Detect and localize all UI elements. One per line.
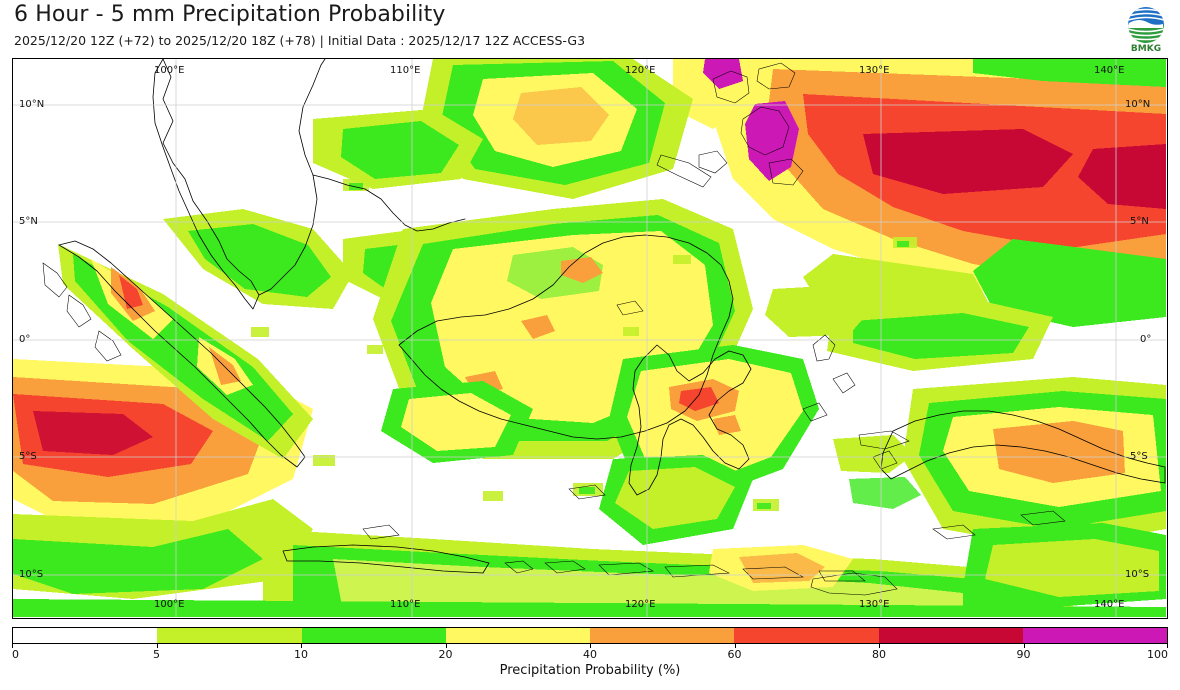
precipitation-probability-field bbox=[13, 59, 1167, 618]
colorbar-ticklabel: 80 bbox=[872, 648, 886, 661]
lon-label-top-120e: 120°E bbox=[625, 65, 656, 76]
colorbar-segment-0-5 bbox=[13, 628, 158, 643]
map-panel[interactable]: 100°E 110°E 120°E 130°E 140°E 100°E 110°… bbox=[12, 58, 1168, 619]
colorbar-tickmark bbox=[734, 644, 736, 648]
colorbar-ticklabel: 5 bbox=[153, 648, 160, 661]
colorbar-tickmark bbox=[1167, 644, 1168, 648]
colorbar-ticklabel: 100 bbox=[1147, 648, 1168, 661]
colorbar-segment-10-20 bbox=[301, 628, 446, 643]
axis-labels: 100°E 110°E 120°E 130°E 140°E 100°E 110°… bbox=[13, 59, 1167, 618]
page-subtitle: 2025/12/20 12Z (+72) to 2025/12/20 18Z (… bbox=[14, 33, 586, 48]
lat-label-left-10s: 10°S bbox=[19, 569, 44, 580]
colorbar-segment-80-90 bbox=[878, 628, 1023, 643]
colorbar-tickmark bbox=[1023, 644, 1025, 648]
lon-label-top-100e: 100°E bbox=[154, 65, 185, 76]
lon-label-bottom-140e: 140°E bbox=[1094, 599, 1125, 610]
lon-label-bottom-110e: 110°E bbox=[390, 599, 421, 610]
lat-label-right-0: 0° bbox=[1140, 334, 1152, 345]
colorbar-ticklabel: 20 bbox=[438, 648, 453, 661]
colorbar-segment-60-80 bbox=[734, 628, 879, 643]
colorbar-ticklabel: 60 bbox=[727, 648, 742, 661]
colorbar-tickmark bbox=[12, 644, 13, 648]
colorbar-tickmark bbox=[156, 644, 158, 648]
lat-label-right-5s: 5°S bbox=[1130, 451, 1148, 462]
page-title: 6 Hour - 5 mm Precipitation Probability bbox=[14, 2, 446, 27]
colorbar-segment-5-10 bbox=[157, 628, 302, 643]
lon-label-bottom-130e: 130°E bbox=[859, 599, 890, 610]
colorbar-ticks: 0 5 10 20 40 60 80 90 100 bbox=[12, 644, 1168, 661]
colorbar[interactable] bbox=[12, 627, 1168, 644]
colorbar-axis-label: Precipitation Probability (%) bbox=[0, 663, 1180, 678]
colorbar-tickmark bbox=[590, 644, 591, 648]
header: 6 Hour - 5 mm Precipitation Probability … bbox=[0, 0, 1180, 56]
colorbar-axis-label-text: Precipitation Probability (%) bbox=[499, 663, 681, 678]
colorbar-ticklabel: 90 bbox=[1016, 648, 1031, 661]
lon-label-bottom-120e: 120°E bbox=[625, 599, 656, 610]
colorbar-segment-20-40 bbox=[445, 628, 590, 643]
colorbar-ticklabel: 40 bbox=[583, 648, 597, 661]
colorbar-tickmark bbox=[879, 644, 880, 648]
lat-label-right-10n: 10°N bbox=[1125, 99, 1151, 110]
lat-label-right-5n: 5°N bbox=[1130, 216, 1149, 227]
lat-label-left-5s: 5°S bbox=[19, 451, 37, 462]
graticule bbox=[13, 59, 1167, 618]
lat-label-left-5n: 5°N bbox=[19, 216, 38, 227]
colorbar-segment-90-100 bbox=[1022, 628, 1167, 643]
lon-label-top-110e: 110°E bbox=[390, 65, 421, 76]
colorbar-segment-40-60 bbox=[590, 628, 735, 643]
lon-label-top-140e: 140°E bbox=[1094, 65, 1125, 76]
colorbar-tickmark bbox=[445, 644, 447, 648]
lon-label-bottom-100e: 100°E bbox=[154, 599, 185, 610]
colorbar-ticklabel: 10 bbox=[294, 648, 308, 661]
svg-text:BMKG: BMKG bbox=[1131, 44, 1161, 54]
lon-label-top-130e: 130°E bbox=[859, 65, 890, 76]
lat-label-left-0: 0° bbox=[19, 334, 31, 345]
lat-label-left-10n: 10°N bbox=[19, 99, 45, 110]
lat-label-right-10s: 10°S bbox=[1125, 569, 1150, 580]
colorbar-ticklabel: 0 bbox=[12, 648, 19, 661]
bmkg-logo: BMKG bbox=[1120, 4, 1172, 54]
colorbar-tickmark bbox=[301, 644, 302, 648]
